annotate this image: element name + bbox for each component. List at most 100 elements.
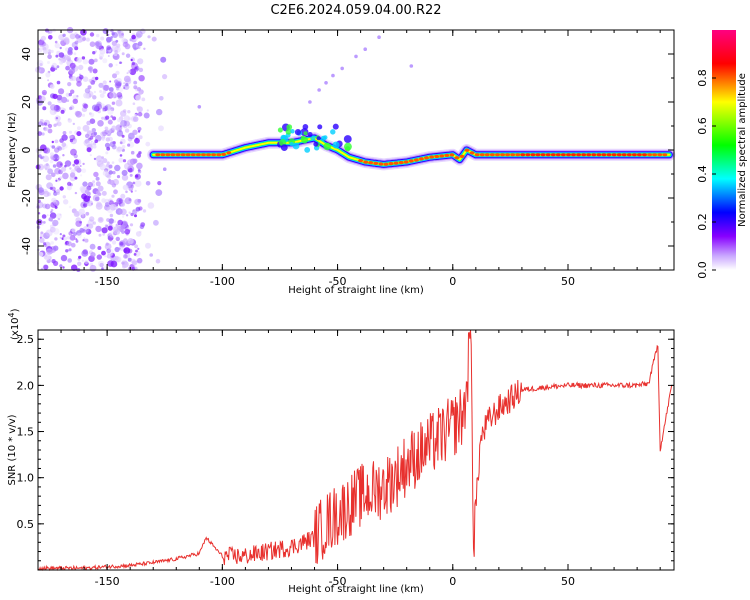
noise-dot <box>132 209 138 215</box>
noise-dot <box>100 103 106 109</box>
noise-dot <box>115 39 119 43</box>
spectrogram-x-tick-label: 50 <box>561 275 575 288</box>
noise-dot <box>69 135 73 140</box>
snr-series-line <box>37 329 673 572</box>
noise-dot <box>117 30 121 34</box>
noise-dot <box>111 101 116 105</box>
noise-dot <box>77 126 81 131</box>
noise-dot <box>60 109 65 114</box>
noise-dot <box>127 257 132 262</box>
noise-dot <box>108 136 113 142</box>
noise-dot <box>139 230 142 234</box>
noise-dot <box>95 225 102 233</box>
ridge-blob <box>302 124 309 130</box>
noise-dot <box>160 56 167 63</box>
noise-dot <box>38 251 44 257</box>
snr-x-axis-label: Height of straight line (km) <box>288 584 424 595</box>
ridge-peak <box>657 153 663 157</box>
noise-dot <box>123 247 131 255</box>
noise-dot <box>117 92 122 96</box>
noise-dot <box>89 70 93 74</box>
ridge-peak <box>195 153 201 157</box>
ridge-peak <box>591 153 597 157</box>
noise-dot <box>92 221 97 225</box>
noise-dot <box>71 264 78 271</box>
ridge-peak <box>616 153 622 157</box>
noise-dot <box>102 28 109 35</box>
noise-dot <box>138 135 143 140</box>
colorbar-ticks: 0.0 0.2 0.4 0.6 0.8 <box>696 69 716 279</box>
noise-dot <box>56 161 63 168</box>
noise-dot <box>45 229 53 237</box>
noise-dot <box>50 241 54 245</box>
noise-dot <box>58 52 65 58</box>
ridge-peak <box>221 152 227 156</box>
ridge-blob <box>343 135 352 143</box>
ridge-peak <box>206 153 211 157</box>
noise-dot <box>56 121 62 127</box>
ridge-blob <box>330 129 336 135</box>
noise-dot <box>136 162 143 170</box>
noise-dot <box>47 79 50 82</box>
noise-dot <box>87 85 92 90</box>
noise-dot <box>377 35 381 39</box>
noise-dot <box>128 141 135 148</box>
noise-dot <box>69 167 72 170</box>
noise-dot <box>51 172 56 178</box>
noise-dot <box>95 181 101 187</box>
noise-dot <box>104 255 107 258</box>
noise-dot <box>67 82 72 87</box>
ridge-blob <box>307 131 313 138</box>
noise-dot <box>106 248 112 254</box>
noise-dot <box>76 81 82 87</box>
noise-dot <box>70 89 75 94</box>
noise-dot <box>106 218 110 222</box>
ridge-blob <box>280 144 288 151</box>
ridge-peak <box>413 158 419 162</box>
noise-dot <box>85 229 89 233</box>
noise-dot <box>97 246 102 250</box>
spectrogram-x-axis-label: Height of straight line (km) <box>288 285 424 296</box>
noise-dot <box>76 95 79 98</box>
noise-dot <box>71 66 76 71</box>
noise-dot <box>109 92 116 99</box>
noise-dot <box>153 219 159 226</box>
noise-dot <box>130 190 133 193</box>
noise-dot <box>127 132 135 140</box>
noise-dot <box>38 187 44 194</box>
noise-dot <box>101 116 105 120</box>
ridge-peak <box>474 153 480 157</box>
noise-dot <box>41 222 44 226</box>
noise-dot <box>108 63 113 68</box>
noise-dot <box>92 142 97 146</box>
noise-dot <box>107 55 110 57</box>
noise-dot <box>128 186 134 192</box>
noise-dot <box>113 220 117 223</box>
noise-dot <box>59 264 63 268</box>
noise-dot <box>106 163 110 168</box>
ridge-peak <box>226 151 232 155</box>
noise-dot <box>48 35 53 40</box>
noise-dot <box>62 199 69 205</box>
noise-dot <box>145 242 151 249</box>
noise-dot <box>121 37 127 44</box>
noise-dot <box>123 87 126 90</box>
ridge-blob <box>304 146 311 153</box>
ridge-peak <box>408 159 414 163</box>
noise-dot <box>43 122 48 126</box>
ridge-blob <box>323 135 328 140</box>
noise-dot <box>109 203 117 211</box>
ridge-peak <box>403 160 409 164</box>
noise-dot <box>89 216 95 222</box>
ridge-blob <box>332 123 339 130</box>
noise-dot <box>134 113 137 117</box>
ridge-peak <box>424 156 429 160</box>
ridge-peak <box>388 162 394 166</box>
noise-dot <box>52 93 58 100</box>
noise-dot <box>101 250 106 256</box>
noise-dot <box>105 137 111 142</box>
noise-dot <box>122 159 127 163</box>
noise-dot <box>94 50 98 53</box>
ridge-peak <box>652 153 658 157</box>
noise-dot <box>121 174 129 181</box>
